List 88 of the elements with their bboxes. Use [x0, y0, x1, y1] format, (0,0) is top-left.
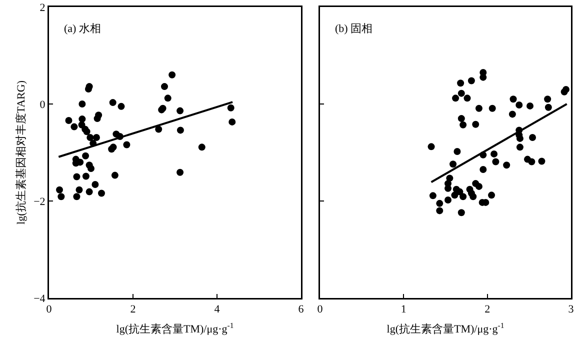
- point: [82, 152, 90, 160]
- point: [428, 143, 435, 150]
- point: [436, 207, 444, 214]
- y-tick-label: 0: [40, 98, 46, 111]
- point: [176, 126, 184, 134]
- point: [508, 110, 516, 118]
- text: (b) 固相: [335, 22, 373, 35]
- x-tick-label: 0: [317, 304, 324, 316]
- x-tick-label: 2: [484, 304, 490, 316]
- point: [94, 115, 101, 122]
- point: [83, 128, 90, 136]
- point: [86, 188, 93, 196]
- point: [562, 86, 570, 93]
- point: [488, 192, 496, 199]
- x-tick-label: 1: [400, 304, 406, 316]
- point: [475, 182, 482, 190]
- point: [168, 71, 176, 78]
- x-tick-label: 3: [568, 304, 574, 316]
- point: [65, 116, 72, 124]
- point: [457, 80, 464, 87]
- point: [458, 209, 465, 216]
- y-tick-label: −4: [34, 292, 46, 305]
- point: [88, 165, 94, 172]
- point: [490, 150, 498, 158]
- point: [123, 141, 130, 148]
- point: [86, 134, 94, 141]
- point: [526, 102, 534, 110]
- point: [452, 94, 460, 102]
- point: [58, 193, 65, 200]
- point: [78, 116, 86, 123]
- point: [176, 107, 184, 114]
- point: [470, 193, 477, 200]
- point: [436, 200, 444, 207]
- point: [464, 94, 471, 102]
- y-axis-title: lg(抗生素基因相对丰度TARG): [14, 80, 28, 224]
- point: [458, 115, 465, 122]
- point: [73, 173, 80, 180]
- point: [480, 74, 487, 81]
- point: [118, 102, 125, 110]
- point: [98, 190, 105, 197]
- x-tick-label: 4: [214, 304, 220, 316]
- point: [227, 104, 234, 112]
- y-tick-label: 2: [40, 2, 46, 14]
- point: [538, 158, 546, 165]
- point: [528, 158, 536, 166]
- point: [429, 192, 436, 200]
- point: [510, 96, 517, 103]
- point: [56, 186, 63, 194]
- point: [475, 104, 482, 112]
- point: [460, 121, 467, 128]
- point: [198, 144, 206, 151]
- point: [516, 101, 523, 108]
- point: [228, 118, 236, 126]
- point: [468, 77, 475, 84]
- y-tick-label: −2: [34, 196, 46, 208]
- point: [92, 134, 100, 141]
- point: [503, 162, 510, 169]
- point: [111, 172, 118, 179]
- point: [529, 134, 536, 141]
- point: [73, 193, 80, 200]
- point: [161, 83, 168, 90]
- point: [164, 94, 172, 102]
- point: [82, 172, 90, 180]
- text: (a) 水相: [64, 22, 101, 35]
- point: [76, 186, 83, 194]
- point: [450, 160, 457, 168]
- point: [460, 193, 467, 200]
- point: [488, 104, 496, 112]
- x-axis-title: lg(抗生素含量TM)/μg·g$^{-1}$: [386, 321, 504, 336]
- point: [516, 144, 524, 151]
- point: [544, 96, 552, 103]
- x-tick-label: 6: [298, 304, 304, 316]
- point: [480, 166, 487, 173]
- point: [70, 123, 78, 130]
- point: [92, 181, 99, 188]
- point: [492, 158, 500, 166]
- x-tick-label: 2: [130, 304, 136, 316]
- point: [78, 100, 86, 108]
- point: [176, 168, 184, 176]
- point: [444, 196, 452, 204]
- point: [472, 120, 480, 128]
- point: [454, 148, 461, 156]
- point: [458, 90, 465, 97]
- point: [452, 186, 460, 193]
- point: [155, 126, 162, 133]
- x-axis-title: lg(抗生素含量TM)/μg·g$^{-1}$: [116, 321, 234, 336]
- point: [544, 104, 552, 111]
- point: [109, 99, 116, 106]
